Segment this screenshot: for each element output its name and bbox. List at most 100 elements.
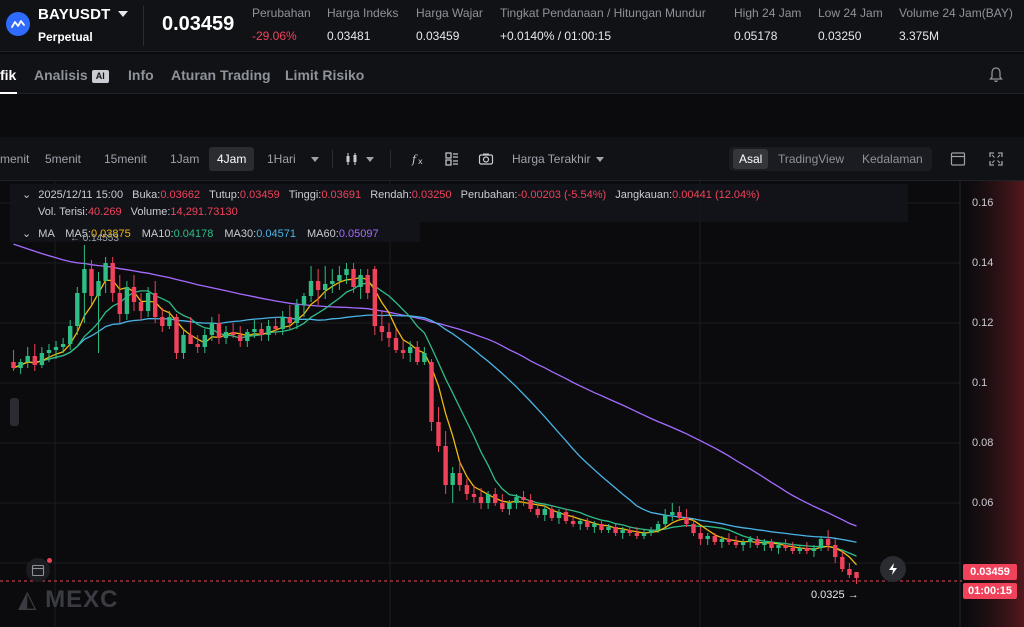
- fullscreen-icon[interactable]: [988, 151, 1004, 167]
- stat-funding-rate[interactable]: Tingkat Pendanaan / Hitungan Mundur +0.0…: [500, 6, 706, 43]
- svg-text:f: f: [411, 153, 418, 166]
- candle-body: [493, 494, 498, 503]
- candle-body: [726, 539, 732, 542]
- view-original[interactable]: Asal: [733, 149, 769, 169]
- candle-body: [238, 335, 243, 341]
- candle-body: [818, 539, 824, 548]
- tab-active-underline: [0, 92, 17, 94]
- candle-body: [124, 287, 130, 314]
- indicator-fx-icon[interactable]: f x: [411, 151, 427, 167]
- open-label: Buka:: [132, 189, 161, 201]
- ma60-label: MA60:: [307, 228, 339, 240]
- interval-15min[interactable]: 15menit: [104, 152, 147, 166]
- stat-value: -29.06%: [252, 29, 297, 43]
- candle-body: [53, 347, 59, 350]
- candle-body: [273, 326, 278, 329]
- candle-body: [620, 530, 625, 533]
- view-depth[interactable]: Kedalaman: [862, 152, 923, 166]
- candle-body: [167, 317, 172, 326]
- chevron-down-icon[interactable]: ⌄: [22, 189, 32, 201]
- ma-label[interactable]: MA: [38, 228, 55, 240]
- ohlc-info-row: ⌄ 2025/12/11 15:00 Buka:0.03662 Tutup:0.…: [22, 188, 760, 201]
- spacer: [0, 95, 1024, 137]
- low-label: Rendah:: [370, 189, 412, 201]
- candle-body: [230, 332, 236, 335]
- tab-trading-rules[interactable]: Aturan Trading: [171, 67, 271, 83]
- y-tick-label: 0.16: [972, 197, 994, 209]
- price-type-select[interactable]: Harga Terakhir: [512, 152, 591, 166]
- candle-body: [358, 275, 363, 287]
- stat-low-24h: Low 24 Jam 0.03250: [818, 6, 883, 43]
- camera-icon[interactable]: [478, 151, 494, 167]
- candle-body: [464, 485, 470, 494]
- interval-1d[interactable]: 1Hari: [267, 152, 296, 166]
- candle-body: [570, 521, 576, 524]
- symbol-selector[interactable]: BAYUSDT: [38, 6, 128, 23]
- interval-5min[interactable]: 5menit: [45, 152, 82, 166]
- candle-body: [252, 329, 257, 332]
- stat-volume-24h: Volume 24 Jam(BAY) 3.375M: [899, 6, 1013, 43]
- close-label: Tutup:: [209, 189, 240, 201]
- tab-analysis[interactable]: Analisis AI: [34, 67, 109, 83]
- lightning-icon[interactable]: [880, 556, 906, 582]
- notification-dot: [47, 558, 52, 563]
- candle-body: [386, 332, 392, 338]
- tab-risk-limit[interactable]: Limit Risiko: [285, 67, 365, 83]
- stat-change: Perubahan -29.06%: [252, 6, 311, 43]
- candle-body: [471, 494, 477, 497]
- candle-body: [103, 263, 108, 281]
- header-divider: [143, 6, 144, 46]
- stat-label: Harga Indeks: [327, 6, 399, 20]
- candle-body: [415, 347, 420, 362]
- tab-info[interactable]: Info: [128, 67, 154, 83]
- chart-tabs: fik Analisis AI Info Aturan Trading Limit…: [0, 54, 1024, 94]
- tab-label: Analisis: [34, 67, 88, 83]
- stat-fair-price: Harga Wajar 0.03459: [416, 6, 483, 43]
- last-price: 0.03459: [162, 13, 235, 35]
- stat-label: Perubahan: [252, 6, 311, 20]
- calendar-icon[interactable]: [26, 558, 50, 582]
- current-price-label: 0.03459: [963, 564, 1017, 580]
- price-type-chevron-icon[interactable]: [596, 157, 604, 162]
- chevron-down-icon[interactable]: ⌄: [22, 228, 32, 240]
- candle-body: [379, 326, 385, 332]
- candle-body: [641, 533, 647, 536]
- candle-body: [733, 542, 739, 545]
- stat-index-price: Harga Indeks 0.03481: [327, 6, 398, 43]
- candle-body: [287, 317, 292, 323]
- candle-body: [450, 473, 455, 485]
- candle-body: [627, 530, 632, 533]
- stat-value: 0.03481: [327, 29, 371, 43]
- interval-4h[interactable]: 4Jam: [209, 147, 255, 171]
- candle-body: [542, 509, 547, 515]
- stat-label: Low 24 Jam: [818, 6, 883, 20]
- candle-body: [606, 527, 611, 530]
- layout-grid-icon[interactable]: [444, 151, 460, 167]
- interval-more-chevron-icon[interactable]: [311, 157, 319, 162]
- candle-body: [648, 530, 654, 533]
- candle-body: [507, 503, 512, 509]
- y-tick-label: 0.1: [972, 377, 988, 389]
- candle-body: [833, 545, 838, 557]
- candle-body: [75, 293, 80, 326]
- ohlc-info-background: [10, 184, 908, 222]
- chart-settings-panel-icon[interactable]: [950, 151, 966, 167]
- candle-body: [804, 548, 810, 551]
- volume-label: Volume:: [130, 206, 171, 218]
- candle-body: [521, 497, 526, 500]
- tab-chart[interactable]: fik: [0, 67, 17, 83]
- candle-body: [847, 569, 852, 575]
- candle-body: [684, 518, 689, 524]
- bell-icon[interactable]: [989, 67, 1003, 83]
- interval-1min[interactable]: menit: [0, 152, 30, 166]
- candle-body: [60, 344, 66, 347]
- view-tradingview[interactable]: TradingView: [778, 152, 845, 166]
- candle-body: [209, 323, 215, 335]
- candle-body: [400, 350, 406, 353]
- interval-1h[interactable]: 1Jam: [170, 152, 200, 166]
- candlestick-chart[interactable]: [0, 181, 1024, 627]
- candle-type-chevron-icon[interactable]: [366, 157, 374, 162]
- candle-type-icon[interactable]: [344, 151, 360, 167]
- candle-body: [556, 512, 562, 518]
- chart-scroll-handle[interactable]: [10, 398, 19, 426]
